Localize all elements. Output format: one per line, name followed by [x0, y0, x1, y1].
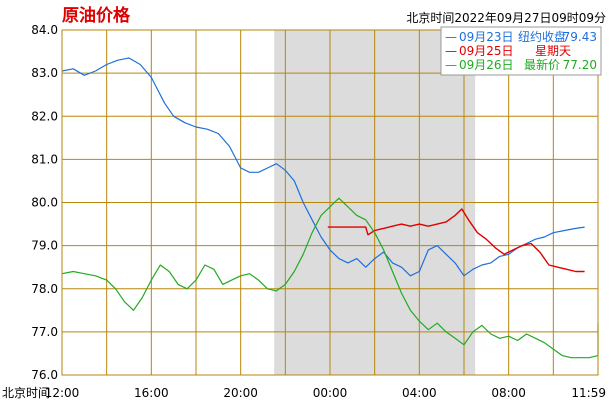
y-tick-label: 76.0 — [31, 368, 58, 382]
legend-item: — 09月23日 纽约收盘 79.43 — [445, 29, 597, 44]
x-unit-label: 北京时间 — [2, 386, 50, 400]
legend: — 09月23日 纽约收盘 79.43 — 09月25日 星期天 — 09月26… — [440, 26, 602, 76]
series-line — [327, 208, 585, 273]
x-tick-label: 11:59 — [571, 386, 606, 400]
y-axis: 84.0 83.0 82.0 81.0 80.0 79.0 78.0 77.0 76.0 — [31, 23, 58, 382]
x-tick-label: 16:00 — [134, 386, 169, 400]
legend-note: 纽约收盘 — [518, 29, 566, 44]
legend-marker: — — [445, 30, 457, 44]
legend-value: 77.20 — [563, 58, 597, 72]
legend-item: — 09月26日 最新价 77.20 — [445, 57, 597, 72]
series-line — [61, 197, 599, 359]
legend-date: 09月23日 — [459, 30, 514, 44]
x-tick-label: 04:00 — [402, 386, 437, 400]
legend-date: 09月25日 — [459, 44, 514, 58]
legend-note: 最新价 — [524, 57, 560, 72]
legend-date: 09月26日 — [459, 58, 514, 72]
x-tick-label: 12:00 — [45, 386, 80, 400]
legend-note: 星期天 — [535, 44, 571, 58]
y-tick-label: 77.0 — [31, 325, 58, 339]
x-tick-label: 00:00 — [313, 386, 348, 400]
legend-item: — 09月25日 星期天 — [445, 44, 571, 58]
y-tick-label: 79.0 — [31, 239, 58, 253]
y-tick-label: 83.0 — [31, 66, 58, 80]
timestamp: 北京时间2022年09月27日09时09分 — [406, 11, 606, 25]
y-tick-label: 84.0 — [31, 23, 58, 37]
legend-marker: — — [445, 44, 457, 58]
y-tick-label: 78.0 — [31, 282, 58, 296]
y-tick-label: 81.0 — [31, 152, 58, 166]
series-lines — [61, 57, 599, 359]
legend-value: 79.43 — [563, 30, 597, 44]
plot-frame — [61, 29, 599, 376]
legend-box — [440, 26, 602, 76]
series-line — [61, 57, 585, 277]
page-title: 原油价格 — [62, 5, 131, 26]
x-tick-label: 08:00 — [491, 386, 526, 400]
y-tick-label: 80.0 — [31, 196, 58, 210]
legend-marker: — — [445, 58, 457, 72]
grid — [62, 29, 598, 376]
x-tick-label: 20:00 — [223, 386, 258, 400]
y-tick-label: 82.0 — [31, 109, 58, 123]
